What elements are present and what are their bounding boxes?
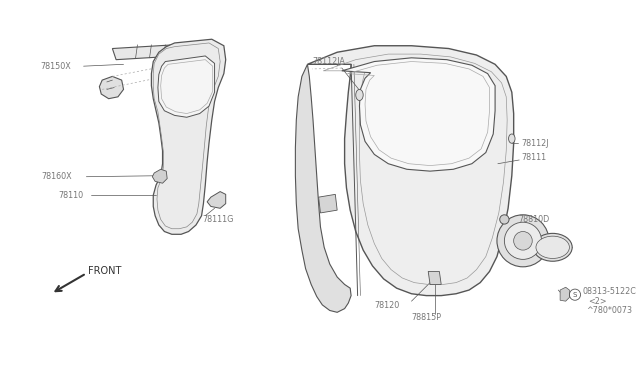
Text: 78160X: 78160X xyxy=(42,172,72,181)
Ellipse shape xyxy=(356,89,363,100)
Polygon shape xyxy=(560,287,570,301)
Ellipse shape xyxy=(533,233,572,261)
Text: 78150X: 78150X xyxy=(40,62,70,71)
Text: 08313-5122C: 08313-5122C xyxy=(582,288,636,296)
Polygon shape xyxy=(296,64,351,312)
Text: <2>: <2> xyxy=(588,297,607,306)
Text: 78815P: 78815P xyxy=(412,313,442,323)
Polygon shape xyxy=(158,56,214,117)
Circle shape xyxy=(514,231,532,250)
Text: 78120: 78120 xyxy=(374,301,399,310)
Text: S: S xyxy=(573,292,577,298)
Polygon shape xyxy=(99,76,124,99)
Text: 78110: 78110 xyxy=(58,191,84,200)
Text: FRONT: FRONT xyxy=(88,266,122,276)
Polygon shape xyxy=(319,194,337,213)
Ellipse shape xyxy=(536,236,570,259)
Text: 78112JA: 78112JA xyxy=(312,57,345,66)
Polygon shape xyxy=(207,192,226,208)
Polygon shape xyxy=(342,58,495,171)
Ellipse shape xyxy=(509,134,515,143)
Polygon shape xyxy=(307,46,514,296)
Text: 78112J: 78112J xyxy=(521,139,548,148)
Polygon shape xyxy=(113,43,209,60)
Polygon shape xyxy=(428,272,441,285)
Text: 78810D: 78810D xyxy=(518,215,550,224)
Polygon shape xyxy=(152,39,226,234)
Text: ^780*0073: ^780*0073 xyxy=(586,306,632,315)
Circle shape xyxy=(497,215,549,267)
Text: 78810: 78810 xyxy=(521,243,546,252)
Text: 78111G: 78111G xyxy=(202,215,234,224)
Circle shape xyxy=(500,215,509,224)
Text: 78111: 78111 xyxy=(521,153,546,162)
Polygon shape xyxy=(152,169,167,183)
Circle shape xyxy=(504,222,541,259)
